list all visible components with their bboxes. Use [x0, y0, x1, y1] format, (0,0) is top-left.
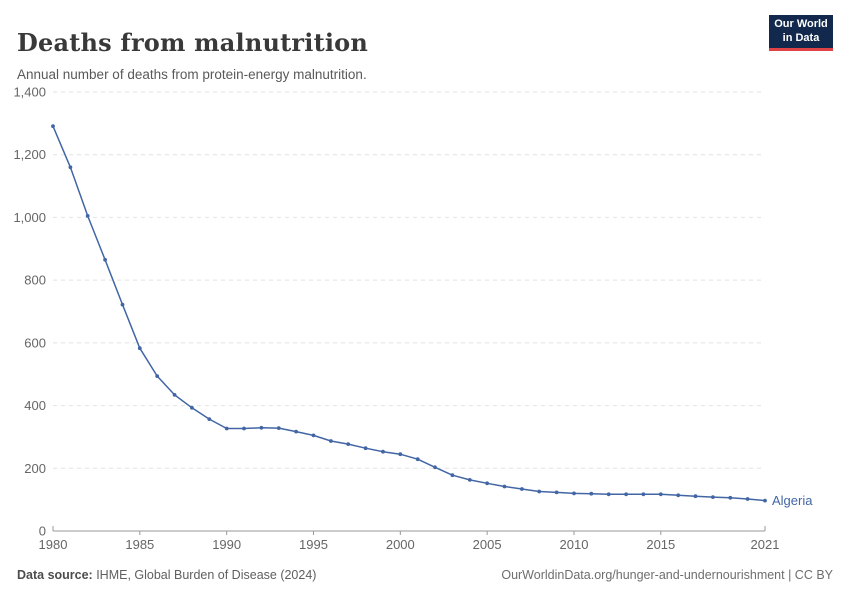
- data-point[interactable]: [658, 492, 663, 497]
- owid-logo-line2: in Data: [782, 31, 820, 44]
- data-point[interactable]: [467, 478, 472, 482]
- data-point[interactable]: [311, 433, 316, 438]
- x-axis-tick-label: 1990: [212, 537, 241, 552]
- data-point[interactable]: [259, 425, 264, 430]
- chart-footer: Data source: IHME, Global Burden of Dise…: [17, 568, 833, 582]
- data-point[interactable]: [554, 490, 559, 495]
- data-point[interactable]: [381, 449, 385, 454]
- data-point[interactable]: [728, 495, 733, 500]
- data-point[interactable]: [172, 393, 177, 397]
- y-axis-tick-label: 200: [24, 461, 46, 476]
- y-axis-tick-label: 800: [24, 273, 46, 288]
- data-point[interactable]: [294, 429, 298, 434]
- data-point[interactable]: [502, 484, 507, 489]
- data-point[interactable]: [137, 346, 142, 351]
- owid-license-link[interactable]: OurWorldinData.org/hunger-and-undernouri…: [501, 568, 833, 582]
- data-point[interactable]: [641, 492, 646, 497]
- data-point[interactable]: [572, 491, 576, 496]
- data-point[interactable]: [485, 481, 489, 486]
- data-point[interactable]: [711, 495, 715, 499]
- series-line-algeria[interactable]: [52, 125, 766, 502]
- y-axis-tick-label: 400: [24, 398, 46, 413]
- x-axis-tick-label: 2010: [560, 537, 589, 552]
- owid-logo-line1: Our World: [774, 17, 828, 30]
- y-axis-tick-label: 600: [24, 335, 46, 350]
- series-end-label[interactable]: Algeria: [772, 493, 813, 508]
- page-subtitle: Annual number of deaths from protein-ene…: [17, 66, 367, 82]
- data-point[interactable]: [363, 446, 368, 451]
- data-point[interactable]: [415, 457, 420, 462]
- data-point[interactable]: [520, 487, 524, 491]
- y-axis-tick-label: 1,200: [13, 147, 46, 162]
- data-point[interactable]: [693, 494, 698, 499]
- data-point[interactable]: [276, 426, 281, 430]
- data-point[interactable]: [624, 492, 628, 497]
- y-axis-tick-label: 0: [39, 524, 46, 539]
- x-axis-tick-label: 1980: [39, 537, 68, 552]
- data-point[interactable]: [450, 473, 455, 478]
- data-point[interactable]: [329, 439, 333, 443]
- x-axis-tick-label: 1995: [299, 537, 328, 552]
- data-point[interactable]: [606, 492, 611, 497]
- y-axis-tick-label: 1,000: [13, 210, 46, 225]
- x-axis-tick-label: 1985: [125, 537, 154, 552]
- x-axis-tick-label: 2005: [473, 537, 502, 552]
- owid-logo[interactable]: Our World in Data: [769, 15, 833, 51]
- page-title: Deaths from malnutrition: [17, 28, 369, 58]
- data-point[interactable]: [190, 405, 194, 410]
- data-point[interactable]: [120, 302, 125, 307]
- data-point[interactable]: [763, 498, 767, 503]
- y-axis-tick-label: 1,400: [13, 85, 46, 100]
- data-point[interactable]: [51, 124, 55, 129]
- data-point[interactable]: [745, 497, 750, 501]
- data-source-text: IHME, Global Burden of Disease (2024): [92, 568, 317, 582]
- data-point[interactable]: [224, 426, 229, 431]
- data-point[interactable]: [676, 493, 681, 498]
- data-point[interactable]: [68, 165, 73, 170]
- data-point[interactable]: [242, 426, 246, 431]
- data-point[interactable]: [398, 452, 403, 457]
- data-point[interactable]: [346, 442, 351, 446]
- x-axis-tick-label: 2021: [751, 537, 780, 552]
- data-point[interactable]: [85, 214, 90, 218]
- x-axis-tick-label: 2015: [646, 537, 675, 552]
- data-point[interactable]: [207, 417, 212, 421]
- data-point[interactable]: [537, 489, 542, 494]
- data-point[interactable]: [433, 465, 437, 470]
- x-axis-tick-label: 2000: [386, 537, 415, 552]
- data-point[interactable]: [155, 374, 160, 378]
- data-point[interactable]: [103, 257, 107, 262]
- data-point[interactable]: [589, 491, 594, 496]
- data-source-note: Data source: IHME, Global Burden of Dise…: [17, 568, 316, 582]
- data-source-label: Data source:: [17, 568, 93, 582]
